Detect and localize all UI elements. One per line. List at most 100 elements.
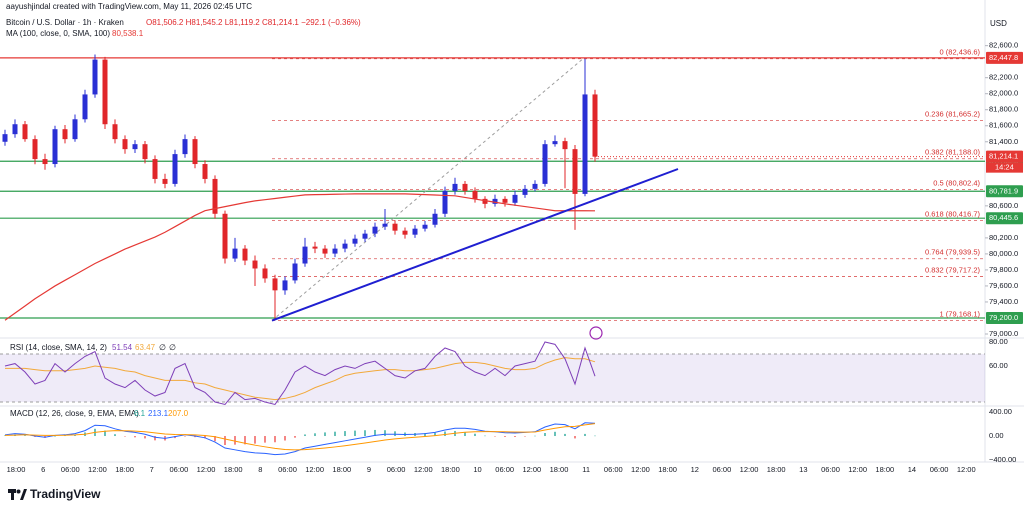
candle-body <box>152 159 158 179</box>
macd-histogram-bar <box>214 436 216 442</box>
macd-histogram-bar <box>144 436 146 439</box>
candle-body <box>462 183 468 191</box>
fib-label: 0 (82,436.6) <box>940 48 981 57</box>
rsi-ma-value: 63.47 <box>135 343 156 352</box>
candle-body <box>12 124 18 135</box>
candle-body <box>42 159 48 165</box>
currency: USD <box>990 19 1007 28</box>
candle-body <box>282 280 288 291</box>
candle-body <box>212 178 218 214</box>
candle-body <box>572 149 578 194</box>
x-tick-label: 10 <box>473 465 481 474</box>
x-tick-label: 06:00 <box>930 465 949 474</box>
macd-histogram-bar <box>534 435 536 437</box>
x-tick-label: 18:00 <box>115 465 134 474</box>
x-tick-label: 12:00 <box>740 465 759 474</box>
macd-histogram-bar <box>274 436 276 443</box>
event-icon[interactable] <box>589 326 603 340</box>
macd-histogram-bar <box>204 436 206 439</box>
macd-histogram-bar <box>354 430 356 437</box>
candle-body <box>592 94 598 157</box>
x-tick-label: 06:00 <box>604 465 623 474</box>
candle-body <box>32 139 38 160</box>
candle-body <box>232 248 238 259</box>
x-tick-label: 18:00 <box>7 465 26 474</box>
rsi-ma-line <box>5 357 596 401</box>
x-tick-label: 12:00 <box>197 465 216 474</box>
rsi-band <box>0 353 985 403</box>
macd-histogram-bar <box>154 436 156 441</box>
x-tick-label: 18:00 <box>658 465 677 474</box>
candle-body <box>342 243 348 249</box>
y-tick-label: 79,000.0 <box>989 329 1018 338</box>
macd-histogram-bar <box>54 436 56 437</box>
level-label: 80,781.9 <box>989 186 1018 195</box>
macd-histogram-bar <box>524 436 526 437</box>
x-tick-label: 12 <box>691 465 699 474</box>
x-tick-label: 12:00 <box>522 465 541 474</box>
macd-histogram-bar <box>464 431 466 437</box>
candle-body <box>252 260 258 269</box>
macd-histogram-bar <box>384 430 386 437</box>
level-box <box>986 212 1023 225</box>
fib-label: 0.832 (79,717.2) <box>925 266 981 275</box>
candle-body <box>132 144 138 150</box>
level-box <box>986 51 1023 64</box>
macd-histogram-bar <box>484 435 486 437</box>
x-tick-label: 8 <box>258 465 262 474</box>
rsi-title: RSI (14, close, SMA, 14, 2) <box>10 343 107 352</box>
brand: TradingView <box>30 487 101 501</box>
candle-body <box>372 226 378 234</box>
macd-histogram-bar <box>574 436 576 439</box>
macd-histogram-bar <box>284 436 286 441</box>
ma-line <box>4 193 596 321</box>
macd-histogram-bar <box>504 436 506 437</box>
macd-hist-value: 6.1 <box>134 409 146 418</box>
macd-signal-value: 207.0 <box>168 409 189 418</box>
macd-histogram-bar <box>124 436 126 437</box>
level-label: 79,200.0 <box>989 313 1018 322</box>
macd-histogram-bar <box>314 433 316 437</box>
candle-body <box>422 224 428 229</box>
macd-histogram-bar <box>184 436 186 437</box>
y-tick-label: 81,600.0 <box>989 121 1018 130</box>
macd-histogram-bar <box>564 433 566 437</box>
x-tick-label: 12:00 <box>631 465 650 474</box>
candle-body <box>262 268 268 279</box>
rsi-na: ∅ <box>159 343 166 352</box>
fib-label: 1 (79,168.1) <box>940 310 981 319</box>
candle-body <box>242 248 248 261</box>
candle-body <box>112 124 118 140</box>
level-label: 80,445.6 <box>989 213 1018 222</box>
candle-body <box>272 278 278 291</box>
candle-body <box>512 194 518 203</box>
x-tick-label: 7 <box>150 465 154 474</box>
macd-histogram-bar <box>224 436 226 446</box>
y-tick-label: 81,400.0 <box>989 137 1018 146</box>
candle-body <box>172 154 178 184</box>
candle-body <box>192 139 198 165</box>
macd-tick-label: −400.00 <box>989 455 1016 464</box>
ma-title: MA (100, close, 0, SMA, 100) <box>6 29 110 38</box>
candle-body <box>532 183 538 189</box>
macd-histogram-bar <box>554 431 556 437</box>
macd-tick-label: 0.00 <box>989 431 1004 440</box>
candle-body <box>432 213 438 225</box>
candle-body <box>222 213 228 259</box>
candle-body <box>102 59 108 125</box>
x-tick-label: 06:00 <box>61 465 80 474</box>
macd-histogram-bar <box>434 432 436 437</box>
macd-histogram-bar <box>344 431 346 437</box>
x-tick-label: 9 <box>367 465 371 474</box>
x-tick-label: 14 <box>908 465 916 474</box>
rsi-na: ∅ <box>169 343 176 352</box>
candle-body <box>382 223 388 227</box>
macd-signal-line <box>4 423 596 451</box>
macd-histogram-bar <box>334 431 336 437</box>
candle-body <box>402 230 408 235</box>
candle-body <box>332 248 338 254</box>
x-tick-label: 18:00 <box>224 465 243 474</box>
candle-body <box>582 94 588 194</box>
y-tick-label: 80,000.0 <box>989 249 1018 258</box>
